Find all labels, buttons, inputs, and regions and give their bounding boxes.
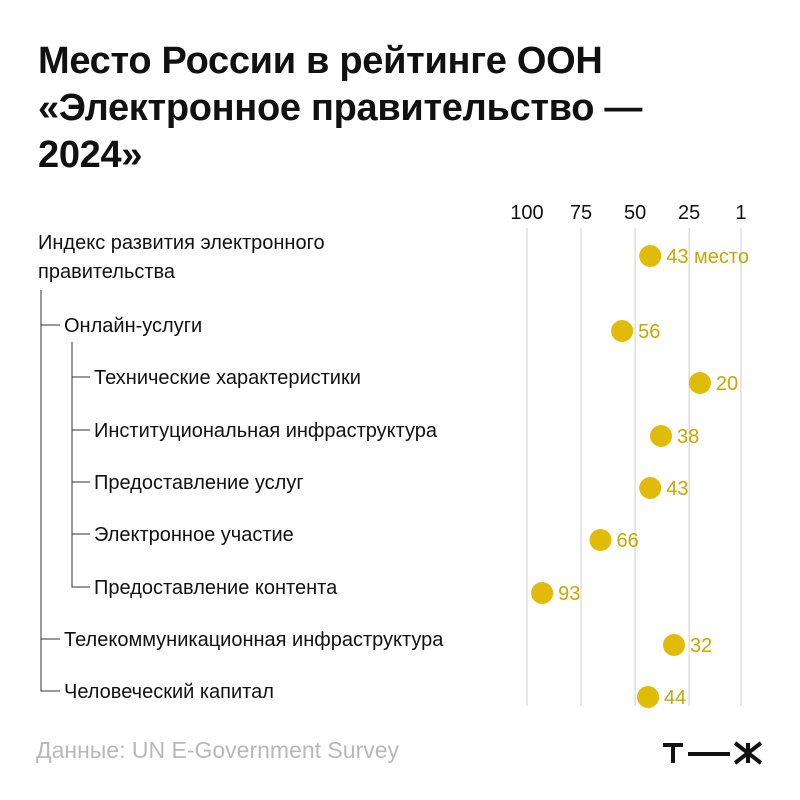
category-label-7: Телекоммуникационная инфраструктура (64, 629, 444, 651)
category-label-1: Онлайн-услуги (64, 315, 202, 337)
rank-dot-1 (611, 320, 634, 342)
rank-value-label-7: 32 (690, 635, 712, 657)
rank-value-label-4: 43 (666, 478, 688, 500)
title-line-1: Место России в рейтинге ООН (38, 40, 603, 82)
rank-dot-2 (688, 372, 711, 394)
rank-value-label-8: 44 (664, 687, 686, 709)
rank-dot-3 (650, 425, 673, 447)
rank-dot-7 (662, 634, 685, 656)
tree-sub-trunk-line (71, 342, 90, 588)
x-tick-label-4: 1 (735, 202, 746, 224)
category-label-4: Предоставление услуг (94, 472, 304, 494)
source-note: Данные: UN E-Government Survey (36, 737, 400, 763)
tree-trunk-line (40, 290, 60, 692)
category-label-8: Человеческий капитал (64, 681, 274, 703)
title-line-3: 2024» (38, 134, 143, 176)
rank-value-label-0: 43 место (666, 246, 749, 268)
category-label-3: Институциональная инфраструктура (94, 420, 438, 442)
rank-dot-8 (637, 686, 660, 708)
x-tick-label-2: 50 (624, 202, 646, 224)
category-label-0: Индекс развития электронного (38, 232, 325, 254)
rank-value-label-5: 66 (616, 530, 638, 552)
category-label-2: Технические характеристики (94, 367, 361, 389)
rank-value-label-3: 38 (677, 426, 699, 448)
x-tick-label-0: 100 (510, 202, 543, 224)
x-tick-label-3: 25 (678, 202, 700, 224)
chart-title: Место России в рейтинге ООН «Электронное… (38, 38, 758, 179)
rank-dot-0 (639, 245, 662, 267)
title-line-2: «Электронное правительство — (38, 87, 643, 129)
category-label-5: Электронное участие (94, 524, 294, 546)
rank-dot-5 (589, 529, 612, 551)
rank-value-label-6: 93 (558, 583, 580, 605)
tj-logo (663, 741, 763, 765)
category-label-0-line2: правительства (38, 261, 176, 283)
x-tick-label-1: 75 (570, 202, 592, 224)
rank-dot-6 (531, 582, 554, 604)
rank-dot-4 (639, 477, 662, 499)
category-label-6: Предоставление контента (94, 577, 338, 599)
rank-value-label-1: 56 (638, 321, 660, 343)
rank-value-label-2: 20 (716, 373, 738, 395)
